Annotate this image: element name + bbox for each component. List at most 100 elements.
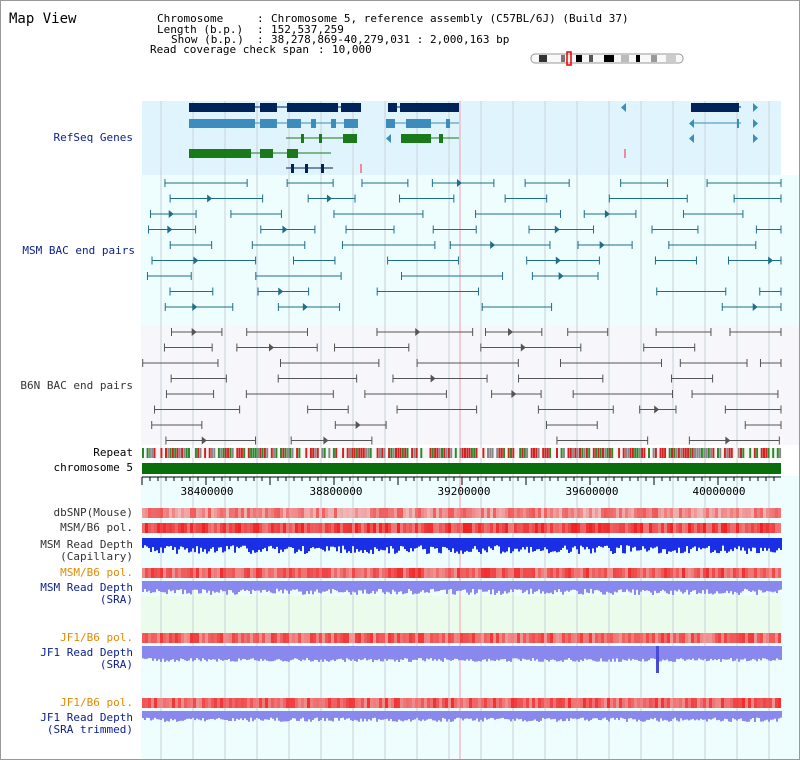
msm-depth-capillary-bar [334, 538, 336, 548]
msm-pol-cell [283, 523, 286, 533]
dbsnp-cell [694, 508, 697, 518]
jf1-depth-bar [232, 646, 234, 662]
msm-pol-cell [358, 523, 361, 533]
jf1-depth-bar [366, 646, 368, 661]
chromosome-ideogram[interactable] [530, 51, 684, 66]
msm-depth-sra-bar [276, 581, 278, 589]
dbsnp-cell [232, 508, 235, 518]
repeat-block [243, 448, 246, 458]
msm-depth-capillary-bar [354, 538, 356, 553]
jf1-depth-spike [656, 646, 659, 673]
jf1-depth-bar [592, 646, 594, 661]
jf1-pol-trimmed-cell [574, 698, 577, 708]
polymorphism-tracks[interactable] [142, 508, 781, 708]
repeat-block [553, 448, 556, 458]
msm-depth-sra-bar [288, 581, 290, 594]
dbsnp-label[interactable]: dbSNP(Mouse) [53, 506, 133, 519]
jf1-depth-trimmed-bar [730, 711, 732, 722]
jf1-depth-bar [512, 646, 514, 659]
msm-depth-capillary-bar [260, 538, 262, 552]
dbsnp-cell [283, 508, 286, 518]
refseq-genes-label[interactable]: RefSeq Genes [53, 131, 133, 144]
msm-pol-cell [595, 523, 598, 533]
msm-pol-sra-label[interactable]: MSM/B6 pol. [60, 566, 133, 579]
msm-pol-label[interactable]: MSM/B6 pol. [60, 521, 133, 534]
msm-pol-cell [496, 523, 499, 533]
msm-depth-capillary-bar [160, 538, 162, 548]
msm-depth-capillary-bar [238, 538, 240, 549]
dbsnp-cell [607, 508, 610, 518]
msm-depth-capillary-label[interactable]: MSM Read Depth [40, 538, 133, 551]
msm-depth-capillary-bar [634, 538, 636, 547]
msm-depth-capillary-bar [314, 538, 316, 549]
b6n-bac-track[interactable] [142, 328, 782, 445]
msm-pol-cell [208, 523, 211, 533]
msm-depth-capillary-bar [200, 538, 202, 548]
jf1-pol-trimmed-cell [685, 698, 688, 708]
jf1-depth-bar [464, 646, 466, 661]
msm-depth-sra-bar [194, 581, 196, 590]
msm-depth-capillary-bar [440, 538, 442, 554]
jf1-pol-trimmed-cell [721, 698, 724, 708]
msm-depth-capillary-bar [632, 538, 634, 548]
jf1-pol-cell [388, 633, 391, 643]
jf1-depth-trimmed-bar [760, 711, 762, 722]
msm-depth-sra-label[interactable]: MSM Read Depth [40, 581, 133, 594]
msm-depth-capillary-bar [760, 538, 762, 548]
msm-pol-sra-cell [721, 568, 724, 578]
repeat-track[interactable] [142, 448, 782, 458]
repeat-block [332, 448, 335, 458]
msm-pol-sra-cell [190, 568, 193, 578]
jf1-pol-label[interactable]: JF1/B6 pol. [60, 631, 133, 644]
jf1-depth-trimmed-bar [714, 711, 716, 718]
b6n-bac-label[interactable]: B6N BAC end pairs [20, 379, 133, 392]
jf1-depth-bar [734, 646, 736, 661]
msm-depth-sra-bar [710, 581, 712, 594]
jf1-pol-trimmed-cell [529, 698, 532, 708]
jf1-pol-cell [421, 633, 424, 643]
dbsnp-cell [250, 508, 253, 518]
msm-pol-sra-cell [283, 568, 286, 578]
jf1-depth-trimmed-bar [326, 711, 328, 719]
jf1-pol-trimmed-label[interactable]: JF1/B6 pol. [60, 696, 133, 709]
jf1-depth-trimmed-bar [570, 711, 572, 719]
dbsnp-cell [691, 508, 694, 518]
msm-depth-capillary-bar [506, 538, 508, 552]
msm-pol-cell [658, 523, 661, 533]
msm-depth-capillary-bar [290, 538, 292, 548]
msm-depth-sra-bar [770, 581, 772, 592]
chromosome-track[interactable] [142, 463, 781, 474]
msm-bac-track[interactable] [146, 179, 782, 311]
chromosome-label-track[interactable]: chromosome 5 [53, 461, 133, 474]
msm-pol-cell [583, 523, 586, 533]
jf1-depth-label[interactable]: JF1 Read Depth [40, 646, 133, 659]
jf1-depth-bar [660, 646, 662, 662]
repeat-block [385, 448, 388, 458]
dbsnp-cell [319, 508, 322, 518]
msm-depth-sra-bar [192, 581, 194, 591]
repeat-block [454, 448, 457, 458]
dbsnp-cell [715, 508, 718, 518]
repeat-block [493, 448, 496, 458]
jf1-depth-trimmed-bar [422, 711, 424, 720]
dbsnp-cell [712, 508, 715, 518]
refseq-gene-track[interactable] [189, 103, 758, 173]
msm-pol-sra-cell [703, 568, 706, 578]
repeat-label[interactable]: Repeat [93, 446, 133, 459]
msm-depth-capillary-bar [210, 538, 212, 549]
msm-bac-label[interactable]: MSM BAC end pairs [22, 244, 135, 257]
jf1-depth-trimmed-label[interactable]: JF1 Read Depth [40, 711, 133, 724]
length-label: Length (b.p.) [157, 23, 244, 36]
jf1-depth-bar [432, 646, 434, 661]
jf1-depth-trimmed-bar [634, 711, 636, 720]
dbsnp-cell [613, 508, 616, 518]
msm-depth-sra-sub: (SRA) [99, 593, 133, 606]
jf1-depth-bar [504, 646, 506, 659]
jf1-depth-trimmed-bar [400, 711, 402, 721]
read-depth-tracks[interactable] [142, 538, 782, 722]
msm-depth-sra-bar [548, 581, 550, 594]
msm-depth-capillary-bar [448, 538, 450, 551]
jf1-depth-trimmed-bar [554, 711, 556, 719]
msm-depth-sra-bar [182, 581, 184, 595]
